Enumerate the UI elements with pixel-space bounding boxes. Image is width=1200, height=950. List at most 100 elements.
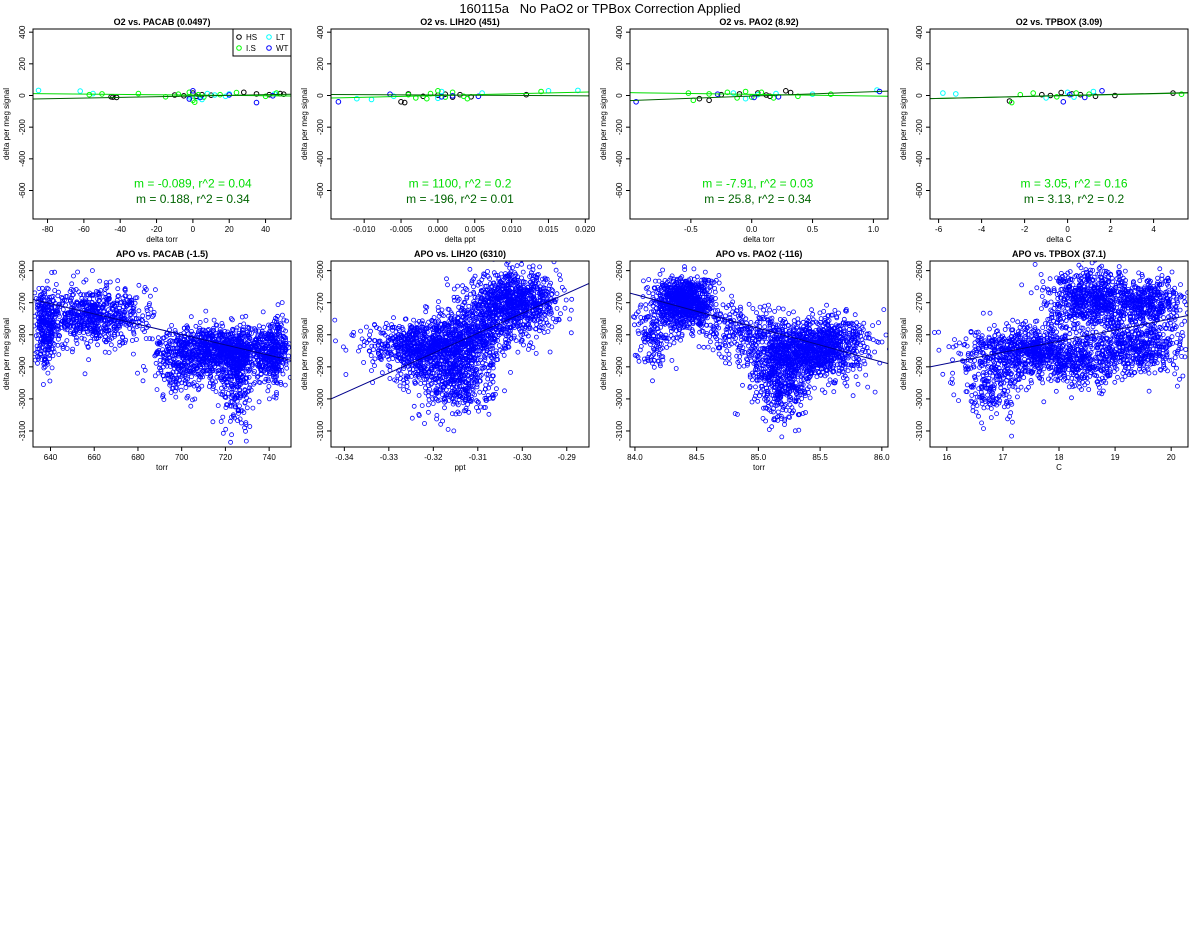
data-point	[512, 270, 517, 276]
data-point	[38, 336, 44, 342]
data-point	[445, 426, 451, 432]
data-point	[122, 288, 128, 293]
data-point	[115, 286, 121, 292]
data-point	[407, 366, 413, 372]
data-point	[534, 322, 540, 328]
data-point	[106, 331, 111, 337]
data-point	[549, 324, 555, 330]
plot-area	[331, 261, 589, 434]
x-axis-label: torr	[156, 463, 168, 472]
data-point	[742, 88, 749, 95]
data-point	[539, 316, 544, 322]
data-point	[467, 351, 473, 357]
data-point	[109, 335, 115, 341]
data-point	[235, 407, 241, 413]
data-point	[343, 372, 349, 377]
data-point	[783, 88, 789, 94]
data-point	[229, 376, 235, 382]
data-point	[498, 291, 504, 297]
data-point	[94, 333, 99, 339]
data-point	[141, 289, 147, 295]
data-point	[266, 383, 272, 389]
data-point	[230, 413, 236, 419]
fit-line	[33, 298, 291, 361]
data-point	[130, 351, 136, 357]
data-point	[569, 296, 575, 302]
data-point	[117, 308, 122, 314]
data-point	[115, 294, 121, 299]
data-point	[256, 399, 262, 405]
data-point	[724, 89, 731, 96]
data-point	[519, 261, 524, 267]
x-axis-label: delta torr	[146, 235, 178, 244]
data-point	[112, 328, 118, 334]
data-point	[193, 365, 199, 371]
data-point	[940, 90, 946, 96]
data-point	[47, 356, 52, 361]
y-tick-label: -400	[316, 150, 325, 167]
data-point	[195, 372, 201, 377]
data-point	[268, 347, 273, 353]
data-point	[100, 294, 106, 300]
data-point	[244, 395, 250, 401]
data-point	[730, 90, 737, 96]
data-point	[84, 306, 90, 312]
data-point	[83, 277, 89, 283]
y-tick-label: -400	[615, 150, 624, 167]
data-point	[140, 313, 146, 319]
data-point	[275, 380, 281, 386]
data-point	[522, 313, 528, 319]
x-tick-label: 0	[191, 225, 196, 234]
data-point	[241, 391, 247, 397]
x-tick-label: -0.5	[684, 225, 698, 234]
data-point	[403, 375, 409, 381]
data-point	[236, 335, 242, 341]
data-point	[111, 300, 116, 306]
data-point	[449, 89, 456, 96]
data-point	[265, 388, 271, 394]
data-point	[696, 95, 703, 102]
data-point	[526, 321, 531, 327]
data-point	[47, 318, 53, 324]
data-point	[1112, 92, 1118, 99]
data-point	[34, 299, 40, 305]
fit-line	[630, 90, 888, 102]
data-point	[528, 300, 534, 306]
data-point	[84, 341, 90, 346]
data-point	[241, 89, 247, 96]
data-point	[234, 398, 240, 404]
x-tick-label: 0.5	[807, 225, 819, 234]
data-point	[69, 281, 75, 287]
plot-apo-lih2o: APO vs. LIH2O (6310)-0.34 -0.33 -0.32 -0.31…	[300, 249, 590, 472]
data-point	[481, 405, 487, 410]
data-point	[90, 329, 96, 334]
data-point	[193, 371, 199, 377]
data-point	[547, 349, 553, 355]
data-point	[71, 330, 76, 336]
x-tick-label: 680	[131, 453, 145, 462]
data-point	[361, 360, 367, 365]
data-point	[1086, 91, 1092, 97]
data-point	[62, 326, 68, 332]
data-point	[108, 342, 114, 348]
y-tick-label: -3100	[18, 420, 27, 441]
data-point	[155, 370, 161, 376]
data-point	[237, 387, 243, 392]
data-point	[527, 342, 532, 348]
y-tick-label: -2900	[18, 356, 27, 377]
data-point	[406, 389, 411, 394]
data-point	[207, 380, 213, 386]
data-point	[250, 361, 256, 367]
data-point	[168, 380, 174, 386]
data-point	[256, 362, 262, 368]
data-point	[210, 381, 216, 387]
data-point	[174, 332, 180, 338]
data-point	[275, 353, 281, 359]
data-point	[188, 331, 194, 337]
data-point	[544, 293, 549, 299]
data-point	[491, 270, 497, 276]
data-point	[212, 357, 218, 362]
fit-annotation: m = -0.089, r^2 = 0.04	[134, 176, 252, 190]
data-point	[57, 304, 62, 310]
data-point	[91, 306, 97, 311]
